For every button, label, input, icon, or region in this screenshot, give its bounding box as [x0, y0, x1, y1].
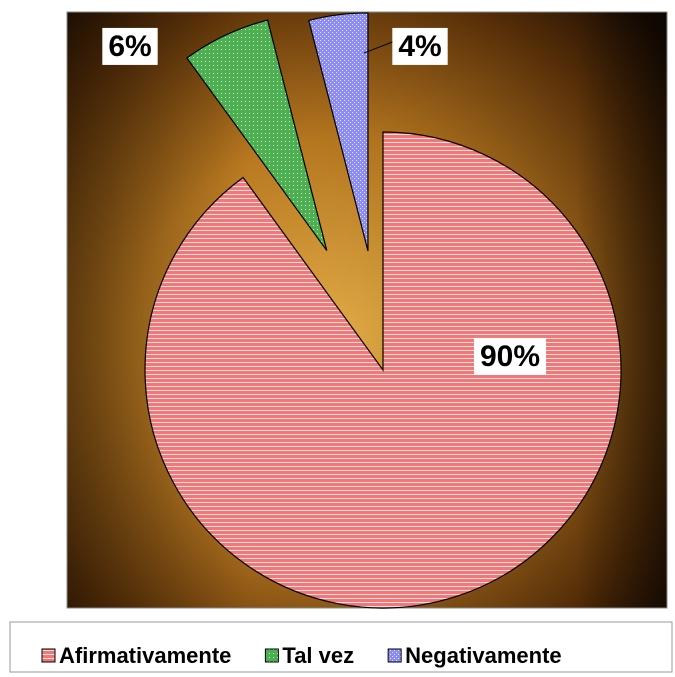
data-label-box: [392, 27, 448, 65]
legend-box: [9, 621, 673, 673]
leader-line: [363, 41, 393, 54]
data-labels: 90% 6% 4%: [102, 27, 547, 375]
data-label: 4%: [398, 30, 441, 63]
legend-marker: [41, 648, 56, 663]
legend: Afirmativamente Tal vez Negativamente: [41, 643, 562, 668]
legend-marker: [264, 648, 279, 663]
data-label: 90%: [480, 340, 540, 373]
legend-label: Tal vez: [282, 643, 354, 668]
data-label-box: [473, 337, 547, 375]
legend-label: Afirmativamente: [59, 643, 231, 668]
legend-label: Negativamente: [405, 643, 562, 668]
pie-slice: [144, 131, 622, 609]
legend-marker: [387, 648, 402, 663]
pie-slice: [186, 19, 328, 251]
pie: [144, 12, 622, 609]
pie-slice: [308, 12, 369, 252]
data-label: 6%: [108, 30, 151, 63]
data-label-box: [102, 27, 158, 65]
